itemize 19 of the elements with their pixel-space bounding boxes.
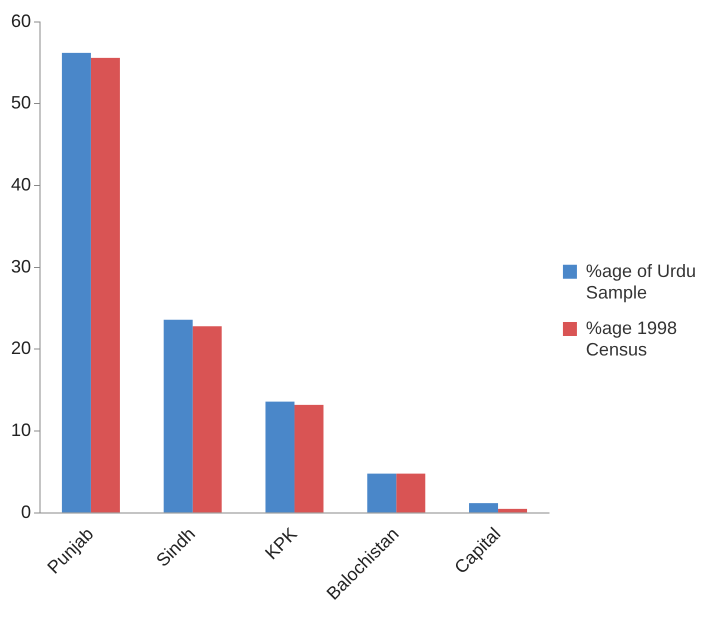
y-tick-label: 60 xyxy=(10,10,32,31)
legend-label: %age 1998 Census xyxy=(586,318,678,360)
y-tick-label: 30 xyxy=(10,256,32,276)
bar xyxy=(396,474,426,512)
bar xyxy=(265,402,294,512)
bar xyxy=(62,52,91,512)
bar xyxy=(294,404,324,512)
y-tick-label: 10 xyxy=(10,420,32,440)
bar xyxy=(90,58,120,512)
bar xyxy=(164,320,193,512)
bar xyxy=(498,508,528,512)
legend-label: %age of Urdu Sample xyxy=(586,260,696,302)
y-tick-label: 40 xyxy=(10,174,32,194)
bar xyxy=(367,474,396,512)
bar xyxy=(192,326,222,512)
bar xyxy=(469,503,498,512)
y-tick-label: 20 xyxy=(10,338,32,358)
y-tick-label: 0 xyxy=(21,502,32,522)
y-tick-label: 50 xyxy=(10,92,32,113)
